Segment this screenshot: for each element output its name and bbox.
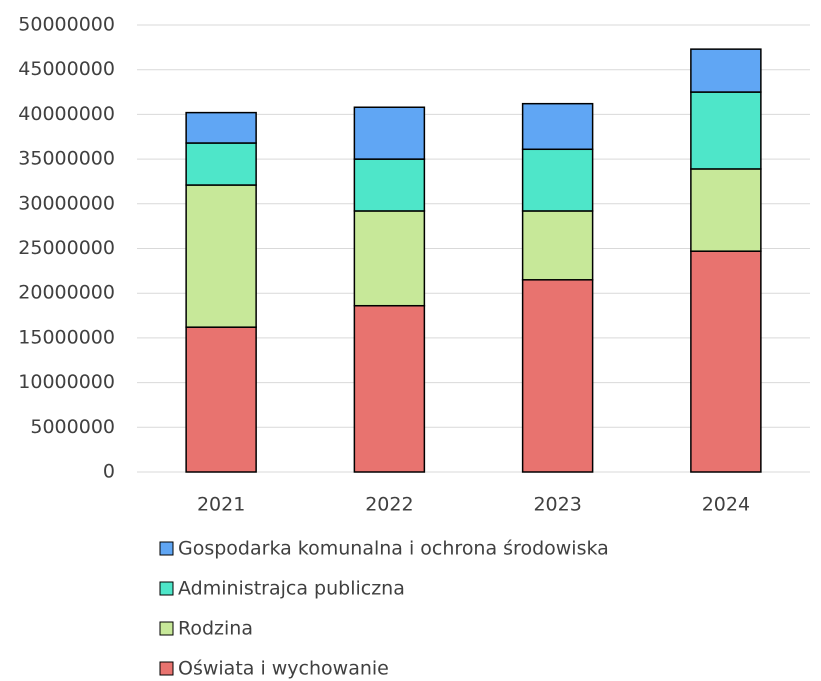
bar-segment bbox=[521, 279, 594, 473]
y-tick-label: 50000000 bbox=[18, 14, 115, 36]
x-tick-label: 2023 bbox=[533, 494, 581, 516]
legend-label: Gospodarka komunalna i ochrona środowisk… bbox=[178, 538, 609, 560]
y-tick-label: 5000000 bbox=[30, 416, 115, 438]
bar-segment bbox=[521, 210, 594, 281]
y-tick-label: 0 bbox=[103, 461, 115, 483]
x-tick-label: 2024 bbox=[702, 494, 750, 516]
x-tick-label: 2022 bbox=[365, 494, 413, 516]
legend-swatch bbox=[159, 621, 174, 636]
bar-segment bbox=[185, 111, 257, 144]
y-tick-label: 20000000 bbox=[18, 282, 115, 304]
y-tick-label: 25000000 bbox=[18, 237, 115, 259]
bar-segment bbox=[353, 304, 426, 473]
legend-swatch bbox=[159, 541, 174, 556]
legend-label: Oświata i wychowanie bbox=[178, 658, 389, 680]
y-tick-label: 45000000 bbox=[18, 58, 115, 80]
legend-label: Rodzina bbox=[178, 618, 253, 640]
bar-segment bbox=[690, 48, 762, 93]
legend-swatch bbox=[159, 581, 174, 596]
bar-segment bbox=[353, 158, 426, 212]
bar-segment bbox=[521, 148, 594, 212]
bar-segment bbox=[185, 184, 257, 328]
legend-label: Administrajca publiczna bbox=[178, 578, 405, 600]
bar-segment bbox=[185, 326, 257, 473]
legend-swatch bbox=[159, 661, 174, 676]
y-tick-label: 35000000 bbox=[18, 148, 115, 170]
bar-segment bbox=[690, 91, 762, 170]
y-tick-label: 40000000 bbox=[18, 103, 115, 125]
bar-segment bbox=[353, 106, 426, 160]
y-tick-label: 15000000 bbox=[18, 326, 115, 348]
bar-segment bbox=[521, 102, 594, 151]
bar-segment bbox=[353, 210, 426, 307]
y-tick-label: 30000000 bbox=[18, 192, 115, 214]
bar-segment bbox=[690, 168, 762, 252]
x-tick-label: 2021 bbox=[197, 494, 245, 516]
bar-segment bbox=[185, 142, 257, 186]
y-tick-label: 10000000 bbox=[18, 371, 115, 393]
bar-segment bbox=[690, 250, 762, 473]
